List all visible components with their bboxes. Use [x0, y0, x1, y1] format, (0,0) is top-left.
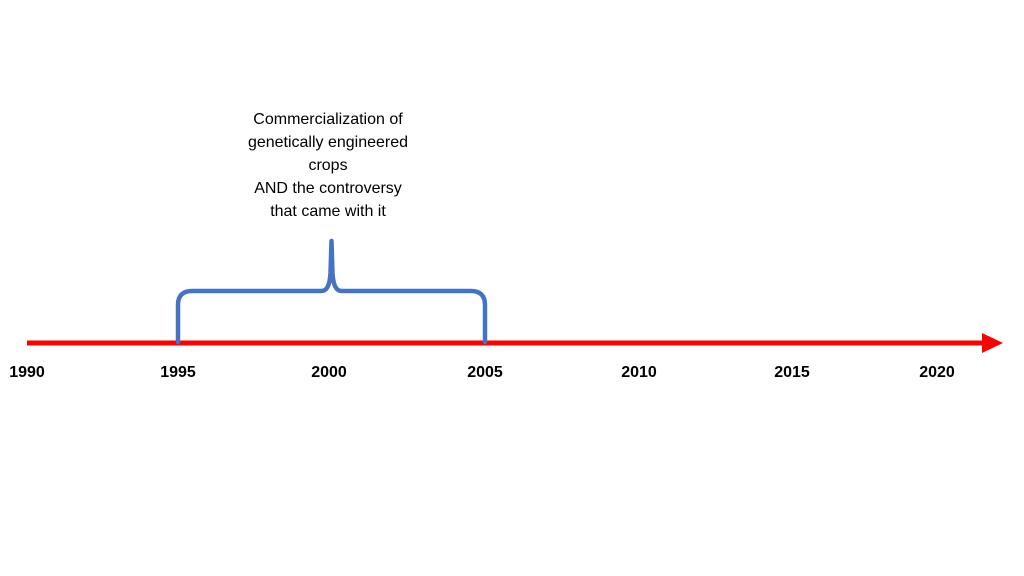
year-label-1995: 1995: [160, 364, 196, 381]
year-label-2010: 2010: [621, 364, 657, 381]
event-bracket: [175, 238, 488, 345]
annotation-line: that came with it: [270, 203, 386, 220]
year-label-2015: 2015: [774, 364, 810, 381]
annotation-line: genetically engineered: [247, 134, 409, 151]
annotation-line: AND the controversy: [254, 180, 402, 197]
event-annotation: Commercialization of genetically enginee…: [208, 108, 448, 223]
annotation-line: crops: [308, 157, 348, 174]
year-label-2000: 2000: [311, 364, 347, 381]
year-label-2020: 2020: [919, 364, 955, 381]
annotation-line: Commercialization of: [253, 111, 403, 128]
timeline-arrowhead: [982, 333, 1003, 353]
year-label-2005: 2005: [467, 364, 503, 381]
year-label-1990: 1990: [9, 364, 45, 381]
